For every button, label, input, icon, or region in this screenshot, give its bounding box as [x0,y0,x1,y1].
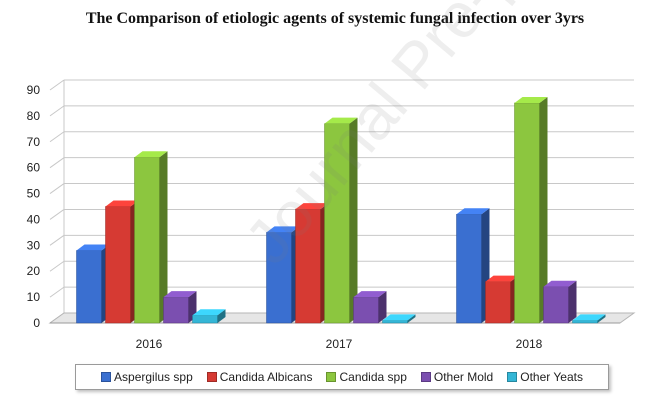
bar-2016-3 [163,296,189,324]
bar-side [378,291,387,323]
y-tick-label: 10 [27,290,41,304]
bar-2018-3 [543,286,569,324]
bar-top [295,203,329,210]
bar-2018-0 [456,214,482,324]
legend-item: Other Yeats [507,370,583,384]
bar-side [597,314,606,323]
bar-top [382,314,416,321]
chart-title: The Comparison of etiologic agents of sy… [85,10,585,27]
legend-label: Aspergilus spp [114,370,193,384]
gridline-depth [49,157,65,169]
gridline-depth [49,286,65,298]
bar-side [349,117,358,324]
legend-swatch [507,372,518,382]
bar-top [572,314,606,321]
chart-legend: Aspergilus spp Candida Albicans Candida sp… [75,364,609,390]
legend-swatch [206,372,217,382]
y-tick-label: 20 [27,264,41,278]
legend-swatch [326,372,337,382]
bar-top [105,200,139,207]
bar-2018-1 [485,281,511,324]
bar-side [568,280,577,323]
gridline-depth [49,105,65,117]
x-tick-label: 2016 [136,337,163,351]
gridline-depth [49,209,65,220]
y-tick-label: 90 [27,83,41,97]
bar-2016-0 [76,250,102,324]
bar-top [134,151,168,158]
legend-item: Aspergilus spp [101,370,193,384]
bar-top [543,280,577,287]
bar-top [163,291,197,298]
bar-top [456,208,490,215]
bar-side [539,96,548,323]
gridline-depth [49,79,65,91]
bar-2017-4 [382,320,408,324]
gridline-depth [49,234,65,246]
bar-2016-2 [134,157,160,324]
bar-top [514,96,548,103]
legend-label: Candida Albicans [219,370,313,384]
y-tick-label: 50 [27,187,41,201]
legend-label: Candida spp [339,370,407,384]
bar-top [76,244,110,251]
gridline-depth [49,260,65,272]
legend-swatch [101,372,112,382]
legend-item: Candida spp [326,370,407,384]
legend-item: Candida Albicans [206,370,313,384]
bar-top [266,226,300,233]
bar-2017-0 [266,232,292,324]
x-tick-label: 2018 [516,337,543,351]
y-tick-label: 30 [27,238,41,252]
bar-side [159,151,168,323]
gridline-depth [49,131,65,143]
bar-top [324,117,358,124]
y-tick-label: 70 [27,135,41,149]
bar-side [217,309,226,323]
y-tick-label: 60 [27,161,41,175]
y-tick-label: 0 [33,316,40,330]
bar-2018-4 [572,320,598,324]
bar-top [192,309,226,316]
bar-2018-2 [514,102,540,324]
bar-2016-4 [192,314,218,324]
legend-label: Other Mold [433,370,494,384]
legend-item: Other Mold [420,370,494,384]
bar-side [407,314,416,323]
x-tick-label: 2017 [326,337,353,351]
bar-2017-1 [295,208,321,324]
gridline-depth [49,183,65,194]
bar-top [353,291,387,298]
bar-2017-3 [353,296,379,324]
y-tick-label: 80 [27,109,41,123]
legend-label: Other Yeats [520,370,583,384]
legend-swatch [420,372,431,382]
bar-2016-1 [105,206,131,324]
bar-2017-2 [324,123,350,324]
bar-top [485,275,519,282]
y-tick-label: 40 [27,212,41,226]
